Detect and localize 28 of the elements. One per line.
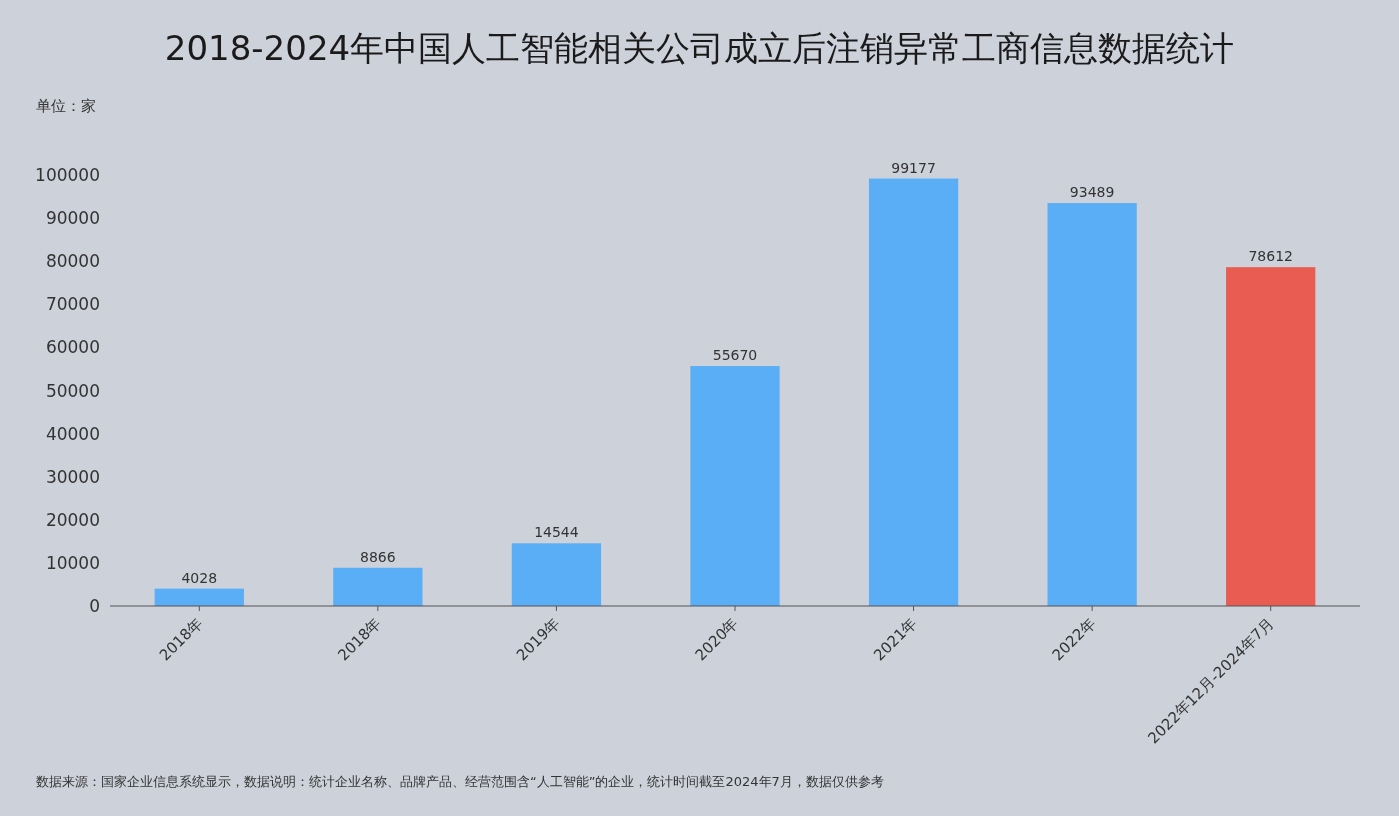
y-axis-title: 单位：家: [36, 97, 96, 115]
bar: [868, 178, 959, 606]
bar: [690, 366, 780, 606]
y-tick-label: 0: [89, 596, 100, 616]
bar: [333, 567, 423, 606]
data-label: 8866: [360, 548, 396, 565]
data-label: 93489: [1069, 184, 1115, 201]
data-label: 14544: [534, 524, 579, 541]
y-tick-label: 100000: [35, 165, 100, 185]
y-tick-label: 10000: [45, 552, 100, 573]
y-tick-label: 20000: [45, 509, 100, 530]
chart-title: 2018-2024年中国人工智能相关公司成立后注销异常工商信息数据统计: [164, 28, 1235, 68]
data-label: 55670: [712, 347, 758, 364]
data-label: 4028: [181, 569, 218, 586]
y-tick-label: 70000: [45, 294, 100, 315]
source-note: 数据来源：国家企业信息系统显示，数据说明：统计企业名称、品牌产品、经营范围含“人工智能”的企业，统计时间截至2024年7月，数据仅供参考: [36, 774, 884, 789]
data-label: 78612: [1248, 248, 1293, 265]
y-tick-label: 80000: [45, 251, 100, 272]
bar: [154, 588, 244, 606]
y-tick-label: 60000: [45, 337, 100, 358]
bar: [1226, 267, 1316, 606]
y-tick-label: 90000: [45, 208, 100, 229]
bar: [511, 543, 602, 606]
bar: [1047, 203, 1137, 606]
y-tick-label: 40000: [45, 423, 100, 444]
y-tick-label: 50000: [45, 380, 100, 401]
data-label: 99177: [891, 159, 936, 176]
y-tick-label: 30000: [45, 466, 100, 487]
